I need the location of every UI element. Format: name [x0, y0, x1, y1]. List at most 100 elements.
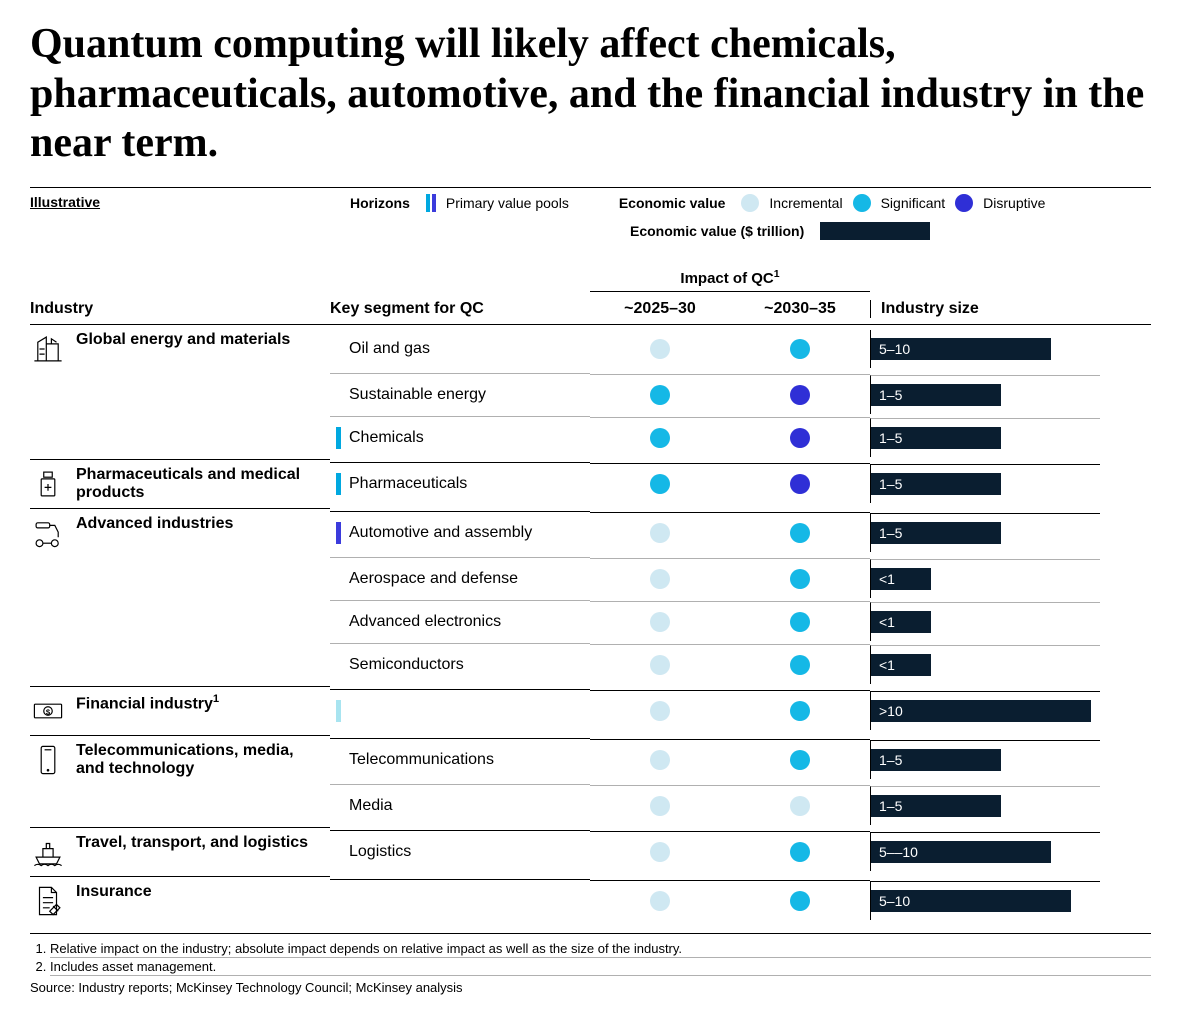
incremental-dot-icon: [650, 796, 670, 816]
horizon-marker-icon: [336, 427, 341, 449]
industry-size-bar: <1: [871, 654, 931, 676]
impact-2030-35: [730, 831, 870, 872]
industry-size-cell: <1: [870, 559, 1100, 598]
energy-icon: [30, 331, 66, 367]
impact-super-header-row: Impact of QC1: [30, 268, 1151, 292]
horizon-marker-icon: [336, 654, 341, 676]
impact-2025-30: [590, 785, 730, 826]
impact-2025-30: [590, 739, 730, 780]
disruptive-label: Disruptive: [983, 195, 1045, 211]
horizon-marker-icon: [336, 700, 341, 722]
impact-2030-35: [730, 690, 870, 731]
industry-label: Travel, transport, and logistics: [30, 827, 330, 876]
segment-label: Advanced electronics: [330, 600, 590, 643]
impact-2025-30: [590, 880, 730, 921]
table-body: Global energy and materialsOil and gas5–…: [30, 325, 1151, 925]
industry-name: Global energy and materials: [76, 331, 290, 349]
col-industry: Industry: [30, 300, 330, 318]
significant-dot-icon: [650, 474, 670, 494]
impact-2025-30: [590, 690, 730, 731]
incremental-dot-icon: [741, 194, 759, 212]
impact-super-header: Impact of QC1: [590, 268, 870, 292]
industry-size-cell: 5––10: [870, 832, 1100, 871]
significant-dot-icon: [790, 523, 810, 543]
impact-2025-30: [590, 831, 730, 872]
industry-size-cell: <1: [870, 645, 1100, 684]
industry-size-cell: 1–5: [870, 464, 1100, 503]
industry-size-bar: <1: [871, 568, 931, 590]
incremental-dot-icon: [650, 842, 670, 862]
impact-2025-30: [590, 512, 730, 553]
significant-dot-icon: [790, 655, 810, 675]
industry-size-bar: 1–5: [871, 749, 1001, 771]
significant-dot-icon: [790, 569, 810, 589]
incremental-dot-icon: [650, 339, 670, 359]
page-title: Quantum computing will likely affect che…: [30, 20, 1151, 169]
incremental-dot-icon: [650, 750, 670, 770]
economic-value-trillion-label: Economic value ($ trillion): [630, 223, 804, 239]
industry-size-bar: 1–5: [871, 473, 1001, 495]
money-icon: [30, 693, 66, 729]
incremental-dot-icon: [650, 701, 670, 721]
industry-size-bar: <1: [871, 611, 931, 633]
industry-name: Advanced industries: [76, 515, 233, 533]
significant-dot-icon: [790, 612, 810, 632]
disruptive-dot-icon: [790, 428, 810, 448]
horizon-marker-icon: [336, 841, 341, 863]
horizon-marker-icon: [336, 749, 341, 771]
significant-dot-icon: [650, 428, 670, 448]
disruptive-dot-icon: [955, 194, 973, 212]
pharma-icon: [30, 466, 66, 502]
footnotes: Relative impact on the industry; absolut…: [30, 933, 1151, 976]
industry-size-bar: 5–10: [871, 890, 1071, 912]
impact-2030-35: [730, 785, 870, 826]
incremental-dot-icon: [650, 655, 670, 675]
footnote: Relative impact on the industry; absolut…: [50, 940, 1151, 958]
impact-2030-35: [730, 417, 870, 458]
industry-name: Insurance: [76, 883, 152, 901]
industry-name: Pharmaceuticals and medical products: [76, 466, 322, 502]
impact-2025-30: [590, 417, 730, 458]
impact-2030-35: [730, 739, 870, 780]
segment-label: [330, 879, 590, 922]
incremental-dot-icon: [790, 796, 810, 816]
impact-2025-30: [590, 329, 730, 369]
segment-label: Sustainable energy: [330, 373, 590, 416]
impact-2030-35: [730, 512, 870, 553]
col-size: Industry size: [870, 300, 1100, 318]
industry-label: Financial industry1: [30, 686, 330, 735]
disruptive-dot-icon: [790, 385, 810, 405]
significant-dot-icon: [853, 194, 871, 212]
impact-2025-30: [590, 558, 730, 599]
col-segment: Key segment for QC: [330, 300, 590, 318]
significant-dot-icon: [650, 385, 670, 405]
segment-label: [330, 689, 590, 732]
segment-label: Pharmaceuticals: [330, 462, 590, 505]
industry-label: Telecommunications, media, and technolog…: [30, 735, 330, 784]
segment-label: Telecommunications: [330, 738, 590, 781]
robot-icon: [30, 515, 66, 551]
impact-2030-35: [730, 374, 870, 415]
industry-name: Financial industry1: [76, 693, 219, 713]
industry-size-cell: >10: [870, 691, 1100, 730]
segment-label: Semiconductors: [330, 643, 590, 686]
col-period2: ~2030–35: [730, 300, 870, 318]
incremental-dot-icon: [650, 891, 670, 911]
industry-size-bar: 1–5: [871, 427, 1001, 449]
industry-size-bar: 1–5: [871, 384, 1001, 406]
ship-icon: [30, 834, 66, 870]
horizon-marker-icon: [336, 338, 341, 360]
segment-label: Logistics: [330, 830, 590, 873]
industry-name: Telecommunications, media, and technolog…: [76, 742, 322, 778]
industry-size-cell: 1–5: [870, 418, 1100, 457]
impact-2030-35: [730, 880, 870, 921]
horizon-marker-icon: [336, 795, 341, 817]
illustrative-label: Illustrative: [30, 194, 330, 210]
significant-dot-icon: [790, 701, 810, 721]
industry-name: Travel, transport, and logistics: [76, 834, 308, 852]
incremental-dot-icon: [650, 612, 670, 632]
source-line: Source: Industry reports; McKinsey Techn…: [30, 980, 1151, 995]
column-headers: Industry Key segment for QC ~2025–30 ~20…: [30, 292, 1151, 325]
segment-label: Aerospace and defense: [330, 557, 590, 600]
impact-2025-30: [590, 644, 730, 685]
